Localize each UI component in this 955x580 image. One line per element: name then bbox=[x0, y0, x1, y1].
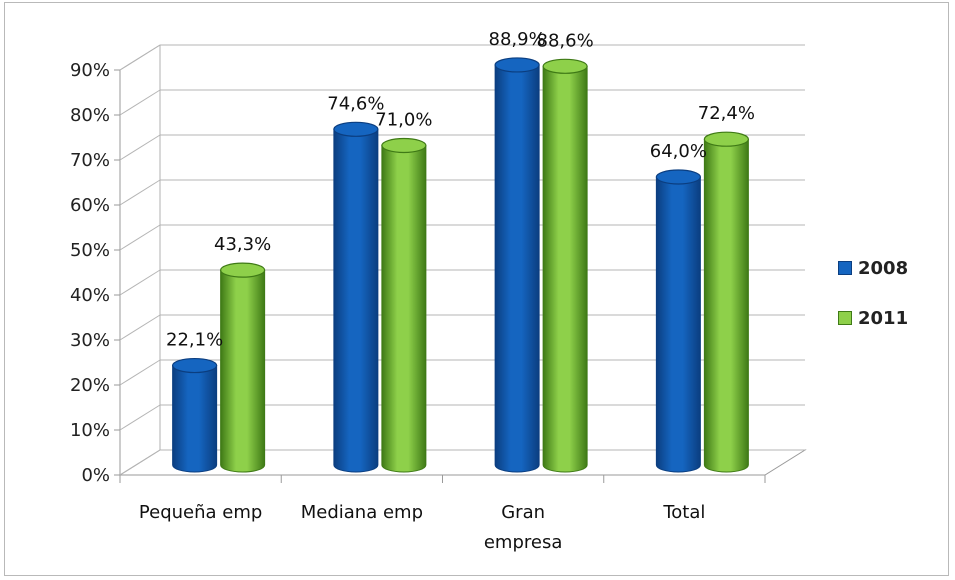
gridline-diag bbox=[119, 179, 161, 206]
x-category-label: Pequeña emp bbox=[139, 502, 262, 523]
y-tick-label: 90% bbox=[70, 60, 110, 81]
legend-swatch-2011 bbox=[838, 311, 852, 325]
bar-2011-2 bbox=[542, 58, 588, 473]
bar-top-2008 bbox=[172, 357, 218, 374]
y-tick-label: 30% bbox=[70, 330, 110, 351]
bar-body-2008 bbox=[172, 365, 218, 473]
gridline-diag bbox=[119, 449, 161, 476]
y-tick-label: 70% bbox=[70, 150, 110, 171]
x-category-label: Mediana emp bbox=[301, 502, 423, 523]
data-label-2008: 88,9% bbox=[489, 29, 546, 50]
legend-item-2008: 2008 bbox=[838, 256, 943, 280]
legend-swatch-2008 bbox=[838, 261, 852, 275]
y-tick-label: 50% bbox=[70, 240, 110, 261]
bar-2011-3 bbox=[703, 131, 749, 473]
bar-2011-0 bbox=[220, 262, 266, 473]
data-label-2008: 74,6% bbox=[327, 93, 384, 114]
bar-top-2008 bbox=[655, 169, 701, 185]
bar-body-2008 bbox=[333, 128, 379, 473]
x-category-label: Gran bbox=[501, 502, 545, 523]
legend-item-2011: 2011 bbox=[838, 306, 943, 330]
y-tick-label: 40% bbox=[70, 285, 110, 306]
x-axis-categories: Pequeña emp Mediana emp Gran empresa Total bbox=[139, 502, 705, 553]
data-labels: 22,1% 43,3% 74,6%71,0% 88,9%88,6% 64,0% 72,4% bbox=[166, 29, 755, 351]
data-label-2008: 64,0% bbox=[650, 141, 707, 162]
gridline-diag bbox=[119, 359, 161, 386]
chart-frame bbox=[4, 2, 949, 576]
bar-top-2011 bbox=[542, 58, 588, 74]
bar-body-2011 bbox=[381, 145, 427, 473]
bar-body-2011 bbox=[542, 65, 588, 473]
legend-label-2008: 2008 bbox=[858, 257, 909, 279]
bar-top-2008 bbox=[333, 121, 379, 137]
data-label-2011: 72,4% bbox=[698, 103, 755, 124]
bar-2008-0 bbox=[172, 357, 218, 473]
gridline-diag bbox=[119, 404, 161, 431]
bar-body-2008 bbox=[655, 176, 701, 473]
bar-body-2011 bbox=[220, 269, 266, 473]
bar-2011-1 bbox=[381, 137, 427, 473]
gridline-diag bbox=[119, 269, 161, 296]
bars bbox=[172, 57, 749, 473]
bar-body-2008 bbox=[494, 64, 540, 473]
bar-top-2011 bbox=[381, 137, 427, 154]
bar-top-2011 bbox=[220, 262, 266, 278]
legend: 2008 2011 bbox=[838, 256, 943, 356]
gridline-diag bbox=[119, 224, 161, 251]
data-label-2011: 43,3% bbox=[214, 234, 271, 255]
data-label-2008: 22,1% bbox=[166, 330, 223, 351]
data-label-2011: 71,0% bbox=[375, 110, 432, 131]
y-tick-label: 10% bbox=[70, 420, 110, 441]
bar-2008-1 bbox=[333, 121, 379, 473]
gridline-diag bbox=[119, 89, 161, 116]
y-tick-label: 80% bbox=[70, 105, 110, 126]
y-tick-label: 20% bbox=[70, 375, 110, 396]
data-label-2011: 88,6% bbox=[537, 30, 594, 51]
bar-2008-3 bbox=[655, 169, 701, 473]
legend-label-2011: 2011 bbox=[858, 307, 909, 329]
gridline-diag bbox=[119, 314, 161, 341]
x-category-label: Total bbox=[662, 502, 705, 523]
x-category-label: empresa bbox=[484, 532, 563, 553]
y-tick-label: 0% bbox=[81, 465, 110, 486]
y-axis-ticks: 0% 10% 20% 30% 40% 50% 60% 70% 80% 90% bbox=[70, 60, 110, 486]
bar-2008-2 bbox=[494, 57, 540, 473]
gridline-diag bbox=[119, 134, 161, 161]
bar-body-2011 bbox=[703, 138, 749, 473]
bar-top-2008 bbox=[494, 57, 540, 73]
bar-top-2011 bbox=[703, 131, 749, 147]
y-tick-label: 60% bbox=[70, 195, 110, 216]
gridline-diag bbox=[119, 44, 161, 71]
